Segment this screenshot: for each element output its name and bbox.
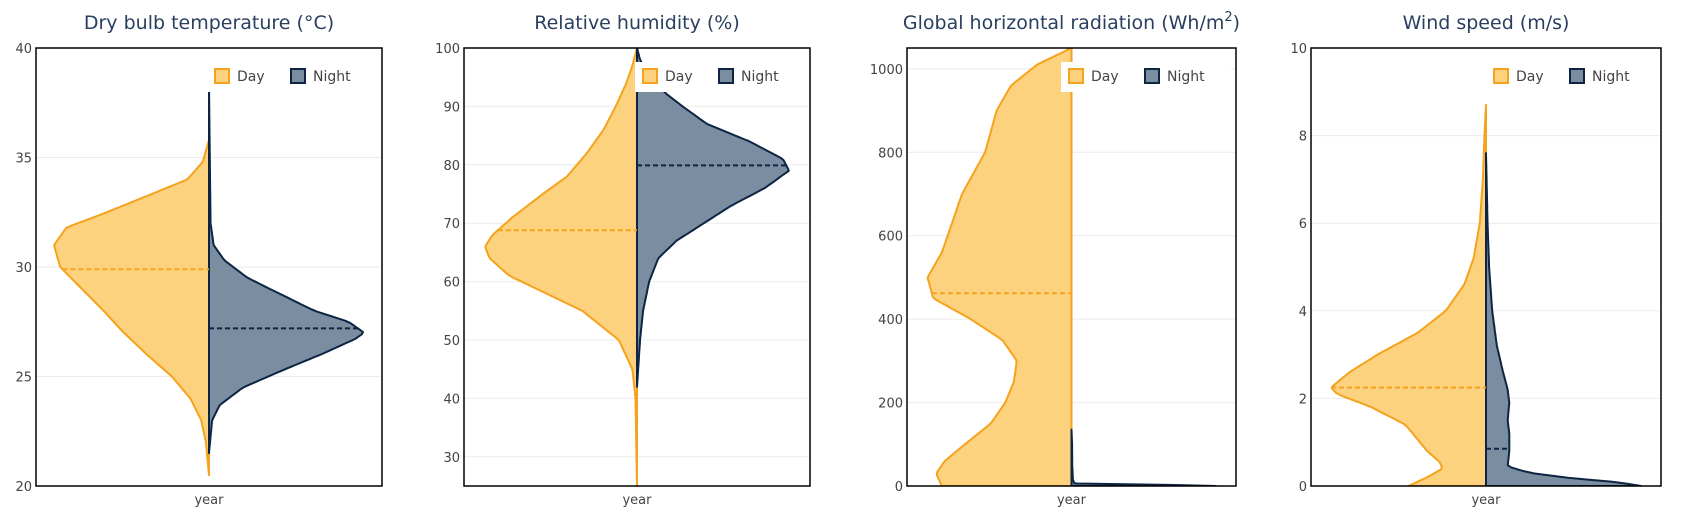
day-violin <box>926 48 1073 486</box>
y-tick-label: 60 <box>443 276 460 291</box>
plot-frame <box>463 47 811 487</box>
y-tick-label: 70 <box>443 217 460 232</box>
y-tick-label: 200 <box>878 397 903 412</box>
legend-night-label[interactable]: Night <box>313 69 351 85</box>
legend-day-label[interactable]: Day <box>665 69 693 85</box>
plot-area <box>53 86 364 477</box>
y-tick-label: 6 <box>1299 217 1307 232</box>
chart-panel-2: 30 40 50 60 70 80 90 100 Day Night year Relative hu… <box>435 12 811 508</box>
y-tick-label: 100 <box>435 42 460 57</box>
y-tick-label: 600 <box>878 230 903 245</box>
legend-night-swatch[interactable] <box>718 68 734 84</box>
y-tick-label: 800 <box>878 146 903 161</box>
y-tick-label: 8 <box>1299 130 1307 145</box>
y-tick-label: 25 <box>15 371 32 386</box>
legend-night-label[interactable]: Night <box>1167 69 1205 85</box>
day-violin <box>1330 103 1487 486</box>
y-tick-label: 50 <box>443 334 460 349</box>
y-tick-label: 0 <box>1299 480 1307 495</box>
chart-title: Relative humidity (%) <box>534 12 739 34</box>
y-tick-label: 90 <box>443 100 460 115</box>
legend-day-label[interactable]: Day <box>237 69 265 85</box>
legend-day-swatch[interactable] <box>1493 68 1509 84</box>
night-violin <box>636 48 790 388</box>
chart-title: Global horizontal radiation (Wh/m2) <box>903 10 1240 34</box>
y-tick-label: 40 <box>443 392 460 407</box>
legend-night-swatch[interactable] <box>290 68 306 84</box>
y-tick-label: 30 <box>15 261 32 276</box>
plot-frame <box>35 47 383 487</box>
night-violin <box>1070 428 1217 486</box>
y-tick-label: 4 <box>1299 305 1307 320</box>
y-tick-label: 30 <box>443 451 460 466</box>
legend-day-swatch[interactable] <box>642 68 658 84</box>
x-axis-label: year <box>622 493 652 508</box>
legend-day-label[interactable]: Day <box>1091 69 1119 85</box>
day-violin <box>484 48 638 486</box>
y-tick-label: 20 <box>15 480 32 495</box>
x-axis-label: year <box>194 493 224 508</box>
plot-frame <box>1310 47 1662 487</box>
legend-night-swatch[interactable] <box>1569 68 1585 84</box>
y-tick-label: 400 <box>878 313 903 328</box>
chart-title: Wind speed (m/s) <box>1403 12 1570 34</box>
y-tick-label: 1000 <box>870 63 903 78</box>
night-violin <box>208 86 364 455</box>
y-tick-label: 10 <box>1290 42 1307 57</box>
legend-night-swatch[interactable] <box>1144 68 1160 84</box>
plot-area <box>484 48 790 486</box>
legend-day-swatch[interactable] <box>214 68 230 84</box>
y-tick-label: 80 <box>443 159 460 174</box>
x-axis-label: year <box>1057 493 1087 508</box>
chart-panel-1: 20 25 30 35 40 Day Night year Dry bulb temperatu… <box>15 12 383 508</box>
y-tick-label: 40 <box>15 42 32 57</box>
plot-area <box>1330 103 1642 486</box>
y-tick-label: 2 <box>1299 392 1307 407</box>
x-axis-label: year <box>1471 493 1501 508</box>
night-violin <box>1485 152 1642 486</box>
y-tick-label: 35 <box>15 152 32 167</box>
chart-panel-4: 0 2 4 6 8 10 Day Night year Wind speed (m/s) <box>1290 12 1662 508</box>
plot-frame <box>906 47 1237 487</box>
legend-night-label[interactable]: Night <box>1592 69 1630 85</box>
legend-night-label[interactable]: Night <box>741 69 779 85</box>
chart-panel-3: 0 200 400 600 800 1000 Day Night year Global hori… <box>870 10 1240 508</box>
legend-day-label[interactable]: Day <box>1516 69 1544 85</box>
plot-area <box>926 48 1217 486</box>
chart-title: Dry bulb temperature (°C) <box>84 12 334 34</box>
y-tick-label: 0 <box>895 480 903 495</box>
day-violin <box>53 138 210 477</box>
legend-day-swatch[interactable] <box>1068 68 1084 84</box>
